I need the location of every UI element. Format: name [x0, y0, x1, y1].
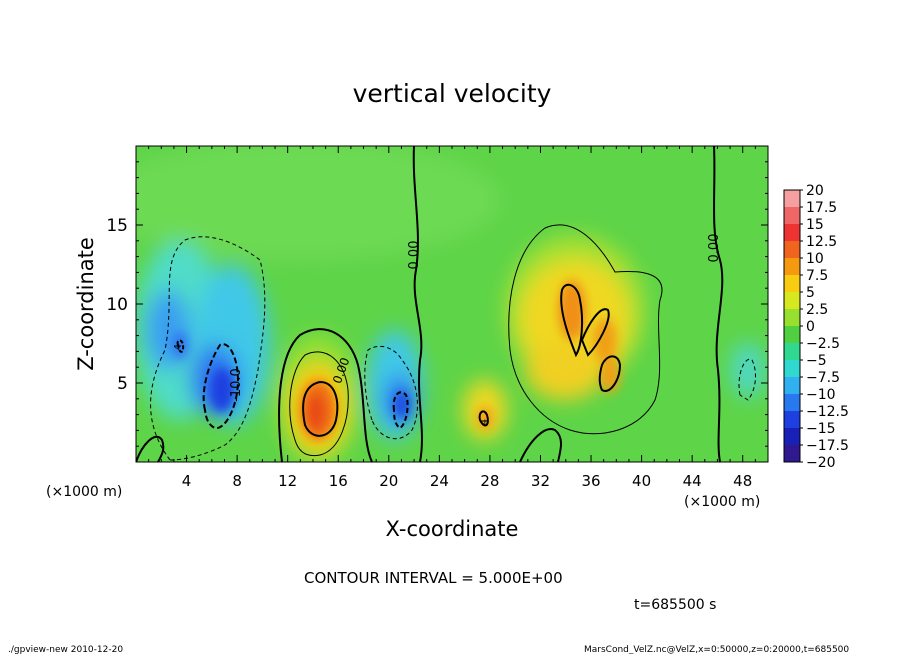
- colorbar-label: 10: [806, 251, 824, 267]
- contour-label-1: 0.00: [407, 241, 422, 270]
- x-unit-right: (×1000 m): [684, 494, 760, 510]
- x-tick-label: 28: [480, 472, 499, 490]
- colorbar-swatch: [784, 343, 800, 361]
- colorbar-swatch: [784, 241, 800, 259]
- x-unit-left: (×1000 m): [46, 484, 122, 500]
- colorbar-swatch: [784, 428, 800, 446]
- contour-labels: 0.00 0.00 0.00 -10.0 4 4: [173, 234, 722, 426]
- colorbar-label: −2.5: [806, 336, 840, 352]
- y-tick-label: 10: [106, 295, 128, 315]
- colorbar-swatch: [784, 411, 800, 429]
- colorbar-swatch: [784, 292, 800, 310]
- colorbar-swatch: [784, 360, 800, 378]
- colorbar-label: 15: [806, 217, 824, 233]
- colorbar-swatch: [784, 190, 800, 208]
- x-tick-label: 12: [278, 472, 297, 490]
- colorbar: 2017.51512.5107.552.50−2.5−5−7.5−10−12.5…: [783, 183, 849, 471]
- x-tick-label: 32: [531, 472, 550, 490]
- colorbar-swatch: [784, 326, 800, 344]
- colorbar-label: −17.5: [806, 438, 849, 454]
- contour-label-5: 4: [173, 344, 184, 350]
- colorbar-swatch: [784, 207, 800, 225]
- colorbar-swatch: [784, 275, 800, 293]
- x-axis: 4 8 12 16 20 24 28 32 36 40 44 48: [148, 146, 769, 490]
- x-tick-label: 20: [379, 472, 398, 490]
- colorbar-swatch: [784, 394, 800, 412]
- colorbar-swatch: [784, 224, 800, 242]
- footer-right: MarsCond_VelZ.nc@VelZ,x=0:50000,z=0:2000…: [584, 645, 849, 654]
- x-axis-label: X-coordinate: [386, 517, 519, 541]
- colorbar-swatch: [784, 445, 800, 463]
- colorbar-label: −10: [806, 387, 836, 403]
- contour-label-6: 4: [479, 419, 490, 425]
- colorbar-label: −15: [806, 421, 836, 437]
- x-tick-label: 40: [632, 472, 651, 490]
- colorbar-label: 17.5: [806, 200, 837, 216]
- contour-label-4: -10.0: [229, 368, 244, 402]
- x-tick-label: 16: [329, 472, 348, 490]
- colorbar-swatch: [784, 309, 800, 327]
- heatmap-field: 0.00 0.00 0.00 -10.0 4 4: [136, 146, 768, 462]
- y-axis: 5 10 15: [106, 161, 768, 447]
- colorbar-label: 12.5: [806, 234, 837, 250]
- colorbar-label: 7.5: [806, 268, 828, 284]
- colorbar-label: 2.5: [806, 302, 828, 318]
- colorbar-label: −5: [806, 353, 827, 369]
- x-tick-label: 8: [232, 472, 242, 490]
- colorbar-label: −12.5: [806, 404, 849, 420]
- colorbar-swatch: [784, 377, 800, 395]
- y-tick-label: 15: [106, 216, 128, 236]
- colorbar-label: 5: [806, 285, 815, 301]
- chart-title: vertical velocity: [353, 79, 552, 108]
- x-tick-label: 44: [683, 472, 702, 490]
- y-axis-label: Z-coordinate: [74, 237, 98, 371]
- x-tick-label: 4: [182, 472, 192, 490]
- footer-left: ./gpview-new 2010-12-20: [8, 645, 123, 654]
- time-label: t=685500 s: [634, 597, 716, 613]
- colorbar-label: 20: [806, 183, 824, 199]
- contours: [136, 146, 756, 462]
- x-tick-label: 48: [733, 472, 752, 490]
- x-tick-label: 24: [430, 472, 449, 490]
- colorbar-label: −20: [806, 455, 836, 471]
- colorbar-label: −7.5: [806, 370, 840, 386]
- contour-interval: CONTOUR INTERVAL = 5.000E+00: [304, 569, 563, 587]
- x-tick-label: 36: [581, 472, 600, 490]
- colorbar-label: 0: [806, 319, 815, 335]
- contour-label-2: 0.00: [707, 234, 722, 263]
- colorbar-swatch: [784, 258, 800, 276]
- y-tick-label: 5: [117, 374, 128, 394]
